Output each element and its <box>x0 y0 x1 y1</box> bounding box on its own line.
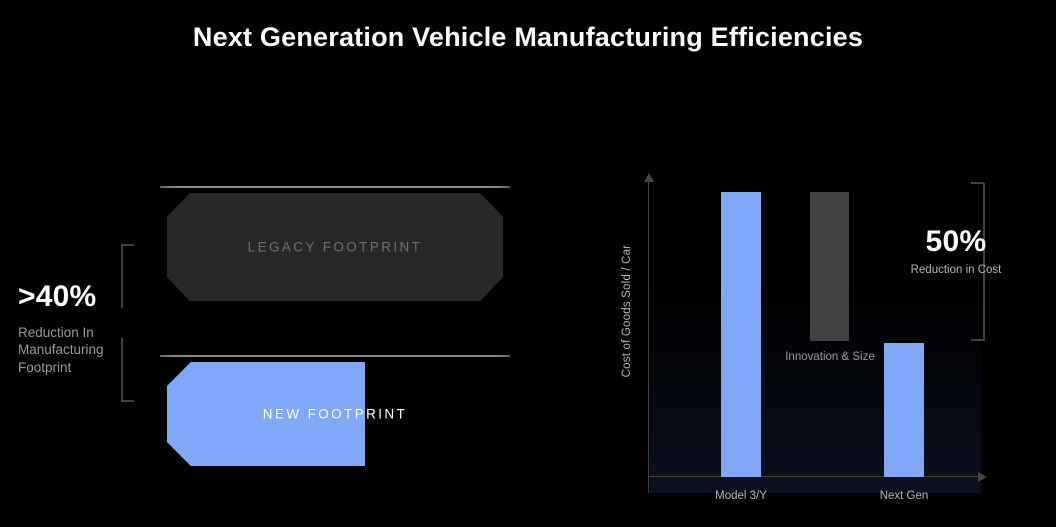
new-footprint-shape: NEW FOOTPRINT <box>160 355 510 473</box>
cost-reduction-caption: Reduction in Cost <box>910 264 1002 276</box>
footprint-range-bracket <box>118 243 136 403</box>
bar-innovation-and-size <box>810 192 849 341</box>
bracket-tick-top <box>121 244 134 246</box>
new-footprint-label: NEW FOOTPRINT <box>262 406 408 422</box>
y-axis-label: Cost of Goods Sold / Car <box>621 244 633 378</box>
legacy-footprint-label: LEGACY FOOTPRINT <box>247 239 423 255</box>
legacy-footprint-outline <box>160 186 510 188</box>
bracket-tick-top <box>971 182 984 184</box>
y-axis-arrow-icon <box>644 173 654 182</box>
new-footprint-outline <box>160 355 510 357</box>
footprint-stat-value: >40% <box>18 280 97 313</box>
new-footprint-fill <box>167 362 365 466</box>
cost-reduction-value: 50% <box>925 225 987 258</box>
page-title: Next Generation Vehicle Manufacturing Ef… <box>192 22 864 52</box>
cost-reduction-bracket <box>970 181 988 341</box>
legacy-footprint-fill <box>167 193 503 301</box>
x-tick-label-next-gen: Next Gen <box>879 490 929 502</box>
legacy-footprint-shape: LEGACY FOOTPRINT <box>160 186 510 308</box>
y-axis-line <box>648 180 650 493</box>
x-tick-label-model-3-y: Model 3/Y <box>715 490 767 502</box>
cost-bar-chart: Cost of Goods Sold / Car Innovation & Si… <box>600 165 1056 527</box>
bracket-line-bottom <box>121 338 123 401</box>
footprint-stat-block: >40% Reduction In Manufacturing Footprin… <box>18 281 126 376</box>
x-axis-arrow-icon <box>978 472 987 482</box>
bracket-line-top <box>121 245 123 308</box>
bracket-tick-bottom <box>121 400 134 402</box>
innovation-size-caption: Innovation & Size <box>785 351 875 363</box>
footprint-stat-caption: Reduction In Manufacturing Footprint <box>18 324 104 375</box>
bar-model-3-y <box>721 192 761 477</box>
bar-next-gen <box>884 343 924 477</box>
bracket-line <box>983 183 985 341</box>
cost-reduction-callout: 50% Reduction in Cost <box>872 225 1040 276</box>
x-axis-line <box>648 476 980 478</box>
bracket-tick-bottom <box>971 339 984 341</box>
